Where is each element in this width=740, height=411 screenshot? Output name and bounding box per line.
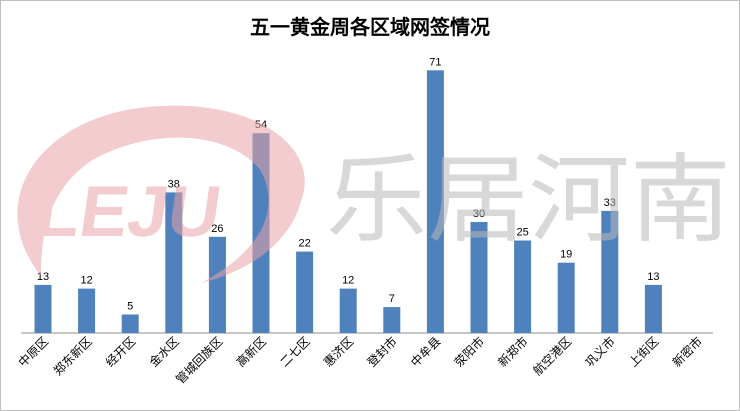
tick-label-1: 郑东新区 xyxy=(50,334,95,379)
data-label-5: 54 xyxy=(255,119,267,131)
tick-label-15: 新密市 xyxy=(669,334,705,370)
bar-11 xyxy=(514,240,532,333)
data-label-12: 19 xyxy=(560,249,572,261)
data-label-11: 25 xyxy=(516,227,528,239)
bar-1 xyxy=(78,288,96,333)
data-label-10: 30 xyxy=(473,208,485,220)
bar-6 xyxy=(296,251,314,333)
data-label-0: 13 xyxy=(37,271,49,283)
tick-label-5: 高新区 xyxy=(233,334,269,370)
tick-label-0: 中原区 xyxy=(15,334,51,370)
tick-label-11: 新郑市 xyxy=(495,334,531,370)
data-label-4: 26 xyxy=(211,223,223,235)
data-label-3: 38 xyxy=(168,178,180,190)
bar-3 xyxy=(165,192,183,333)
tick-label-10: 荥阳市 xyxy=(451,334,487,370)
bar-9 xyxy=(426,70,444,334)
bar-13 xyxy=(601,210,619,333)
bar-12 xyxy=(557,262,575,333)
bar-14 xyxy=(644,284,662,333)
data-label-7: 12 xyxy=(342,275,354,287)
bar-7 xyxy=(339,288,357,333)
data-label-1: 12 xyxy=(80,275,92,287)
tick-label-3: 金水区 xyxy=(146,334,182,370)
tick-label-2: 经开区 xyxy=(103,334,138,369)
data-label-9: 71 xyxy=(429,56,441,68)
bar-2 xyxy=(121,314,139,333)
chart-title: 五一黄金周各区域网签情况 xyxy=(250,15,490,39)
tick-label-12: 航空港区 xyxy=(530,334,575,379)
data-label-8: 7 xyxy=(389,293,395,305)
data-label-2: 5 xyxy=(127,301,133,313)
tick-label-9: 中牟县 xyxy=(407,334,443,370)
bar-8 xyxy=(383,307,401,333)
bar-4 xyxy=(208,236,226,333)
tick-label-7: 惠济区 xyxy=(320,334,356,370)
data-label-13: 33 xyxy=(604,197,616,209)
tick-label-8: 登封市 xyxy=(364,334,400,370)
bar-10 xyxy=(470,222,488,333)
bar-0 xyxy=(34,284,52,333)
tick-labels-group: 中原区 郑东新区 经开区 金水区管城回族区 高新区 二七区 惠济区 登封市 中牟县 荥阳市 新郑市航… xyxy=(15,334,705,387)
data-label-6: 22 xyxy=(298,238,310,250)
data-label-14: 13 xyxy=(647,271,659,283)
tick-label-13: 巩义市 xyxy=(582,334,618,370)
tick-label-4: 管城回族区 xyxy=(172,334,225,387)
tick-label-6: 二七区 xyxy=(277,334,312,369)
bar-5 xyxy=(252,133,270,333)
bars-group xyxy=(34,70,662,334)
tick-label-14: 上街区 xyxy=(626,334,661,369)
